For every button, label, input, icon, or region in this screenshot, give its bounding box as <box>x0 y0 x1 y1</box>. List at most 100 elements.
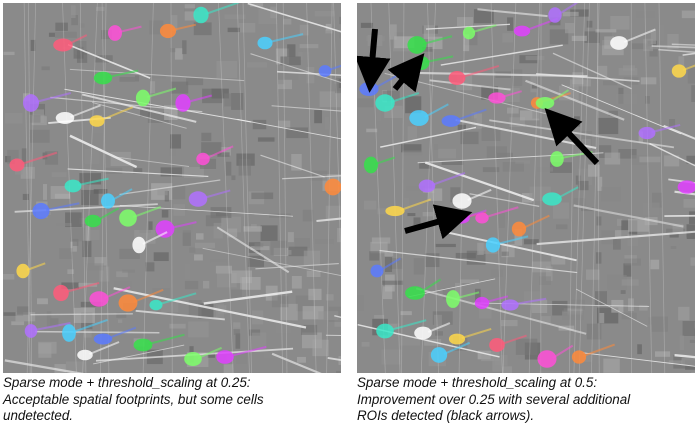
roi-process <box>501 90 522 98</box>
texture-patch <box>224 14 246 19</box>
texture-patch <box>43 184 48 200</box>
dendrite-streak <box>536 230 695 246</box>
roi-process <box>550 89 570 103</box>
dendrite-streak <box>458 3 466 373</box>
dendrite-streak <box>69 134 138 169</box>
texture-patch <box>277 120 291 128</box>
texture-patch <box>496 152 513 160</box>
texture-patch <box>599 313 605 324</box>
texture-patch <box>164 190 169 202</box>
texture-patch <box>627 234 638 247</box>
texture-patch <box>670 245 677 249</box>
dendrite-streak <box>67 43 151 79</box>
dendrite-streak <box>282 175 341 180</box>
roi-process <box>142 231 168 245</box>
dendrite-streak <box>135 309 225 321</box>
texture-patch <box>462 68 474 74</box>
roi-process <box>485 206 519 218</box>
texture-patch <box>318 311 339 321</box>
texture-patch <box>650 259 660 270</box>
texture-patch <box>545 266 553 281</box>
texture-patch <box>194 242 216 249</box>
texture-patch <box>363 200 377 210</box>
roi-mark <box>89 115 105 127</box>
dendrite-streak <box>379 249 578 274</box>
texture-patch <box>438 148 457 159</box>
roi-mark <box>610 36 628 50</box>
right-caption-line: Improvement over 0.25 with several addit… <box>357 391 631 407</box>
roi-process <box>72 319 108 333</box>
texture-patch <box>73 307 95 323</box>
texture-patch <box>622 65 636 71</box>
texture-patch <box>21 148 27 164</box>
texture-patch <box>494 354 508 366</box>
texture-patch <box>374 314 385 319</box>
dendrite-streak <box>236 3 250 373</box>
dendrite-streak <box>4 359 85 373</box>
dendrite-streak <box>35 330 160 334</box>
texture-patch <box>627 218 649 232</box>
dendrite-streak <box>81 93 197 123</box>
roi-process <box>197 346 223 359</box>
dendrite-streak <box>276 3 283 373</box>
dendrite-streak <box>417 152 604 164</box>
roi-process <box>170 221 197 229</box>
dendrite-streak <box>649 142 695 167</box>
roi-mark <box>119 209 137 227</box>
texture-patch <box>601 186 621 202</box>
texture-patch <box>637 344 642 355</box>
texture-patch <box>243 226 262 232</box>
texture-patch <box>54 364 66 373</box>
roi-process <box>497 235 529 245</box>
texture-patch <box>30 39 36 51</box>
roi-mark <box>359 82 379 96</box>
texture-patch <box>263 352 277 359</box>
texture-patch <box>525 55 545 61</box>
roi-mark <box>16 263 30 279</box>
dendrite-streak <box>276 70 341 77</box>
roi-process <box>424 103 449 118</box>
dendrite-streak <box>424 161 535 202</box>
dendrite-streak <box>578 3 590 373</box>
roi-process <box>501 334 527 345</box>
texture-patch <box>369 251 380 261</box>
texture-patch <box>357 294 365 311</box>
texture-patch <box>610 16 630 30</box>
texture-patch <box>182 40 187 55</box>
texture-patch <box>357 98 374 108</box>
texture-patch <box>50 318 59 327</box>
dendrite-streak <box>663 124 695 140</box>
roi-process <box>467 188 492 201</box>
texture-patch <box>635 11 656 19</box>
dendrite-streak <box>644 3 653 373</box>
roi-process <box>515 297 547 305</box>
texture-patch <box>402 150 423 156</box>
texture-patch <box>96 6 105 11</box>
texture-patch <box>394 36 415 49</box>
texture-patch <box>455 252 476 259</box>
roi-process <box>104 286 131 299</box>
texture-patch <box>147 112 169 123</box>
dendrite-streak <box>82 3 98 373</box>
texture-patch <box>170 186 186 200</box>
texture-patch <box>227 27 240 33</box>
texture-patch <box>669 233 679 238</box>
dendrite-streak <box>306 3 317 373</box>
roi-process <box>108 326 137 339</box>
texture-patch <box>182 230 191 246</box>
texture-patch <box>553 202 569 219</box>
texture-patch <box>672 223 684 235</box>
roi-process <box>89 341 120 355</box>
texture-patch <box>549 162 572 173</box>
roi-process <box>65 281 100 293</box>
left-caption-line: undetected. <box>3 408 73 423</box>
right-caption-line: Sparse mode + threshold_scaling at 0.5: <box>357 375 598 390</box>
texture-patch <box>302 50 312 65</box>
texture-patch <box>435 243 456 248</box>
dendrite-streak <box>247 3 341 33</box>
texture-patch <box>41 66 50 71</box>
texture-patch <box>498 213 505 228</box>
roi-mark <box>22 94 40 112</box>
texture-patch <box>241 276 261 290</box>
roi-mark <box>135 89 151 107</box>
